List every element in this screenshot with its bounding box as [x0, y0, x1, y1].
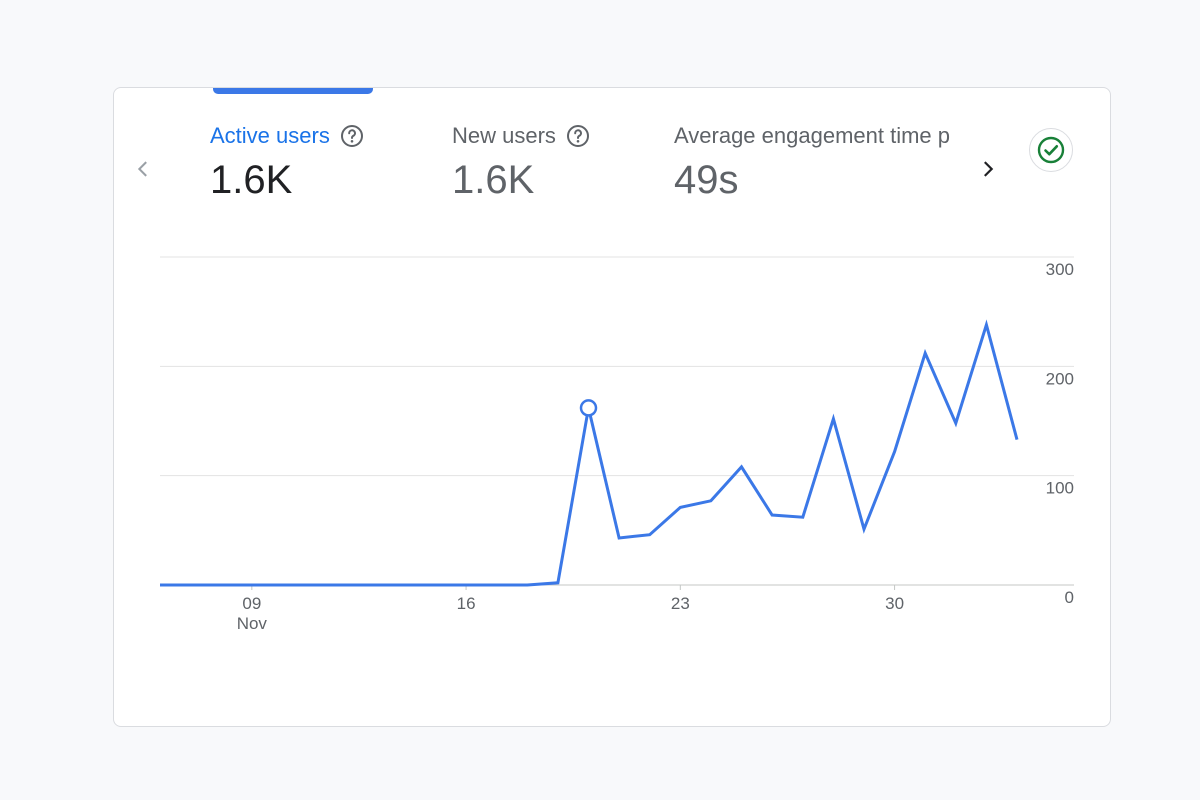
analytics-card: Active users 1.6K New users 1.6K — [113, 87, 1111, 727]
x-tick-label: 30 — [885, 594, 904, 613]
help-icon[interactable] — [566, 124, 590, 148]
metric-value: 49s — [674, 158, 739, 202]
metric-label-text: Active users — [210, 123, 330, 148]
metric-label-text: Average engagement time p — [674, 123, 950, 148]
metric-value: 1.6K — [210, 158, 293, 202]
help-icon[interactable] — [340, 124, 364, 148]
y-tick-label: 200 — [1046, 369, 1074, 388]
metric-tab-new-users[interactable]: New users 1.6K — [452, 122, 590, 202]
highlight-point — [579, 399, 598, 417]
metric-value: 1.6K — [452, 158, 535, 202]
y-tick-label: 300 — [1046, 260, 1074, 279]
metric-tab-avg-engagement-time[interactable]: Average engagement time p 49s — [674, 122, 960, 202]
metric-tab-active-users[interactable]: Active users 1.6K — [210, 122, 364, 202]
chevron-left-icon[interactable] — [125, 151, 161, 187]
metric-label: New users — [452, 122, 590, 150]
metric-label: Average engagement time p — [674, 122, 960, 150]
chevron-right-icon[interactable] — [970, 151, 1006, 187]
y-tick-label: 100 — [1046, 479, 1074, 498]
metric-label-text: New users — [452, 123, 556, 148]
metric-label: Active users — [210, 122, 364, 150]
check-circle-icon[interactable] — [1029, 128, 1073, 172]
x-tick-label: 16 — [457, 594, 476, 613]
x-tick-label: 09 — [242, 594, 261, 613]
y-tick-label: 0 — [1065, 588, 1074, 607]
x-month-label: Nov — [237, 614, 268, 633]
active-tab-indicator — [213, 88, 373, 94]
x-tick-label: 23 — [671, 594, 690, 613]
series-line — [160, 319, 1019, 587]
